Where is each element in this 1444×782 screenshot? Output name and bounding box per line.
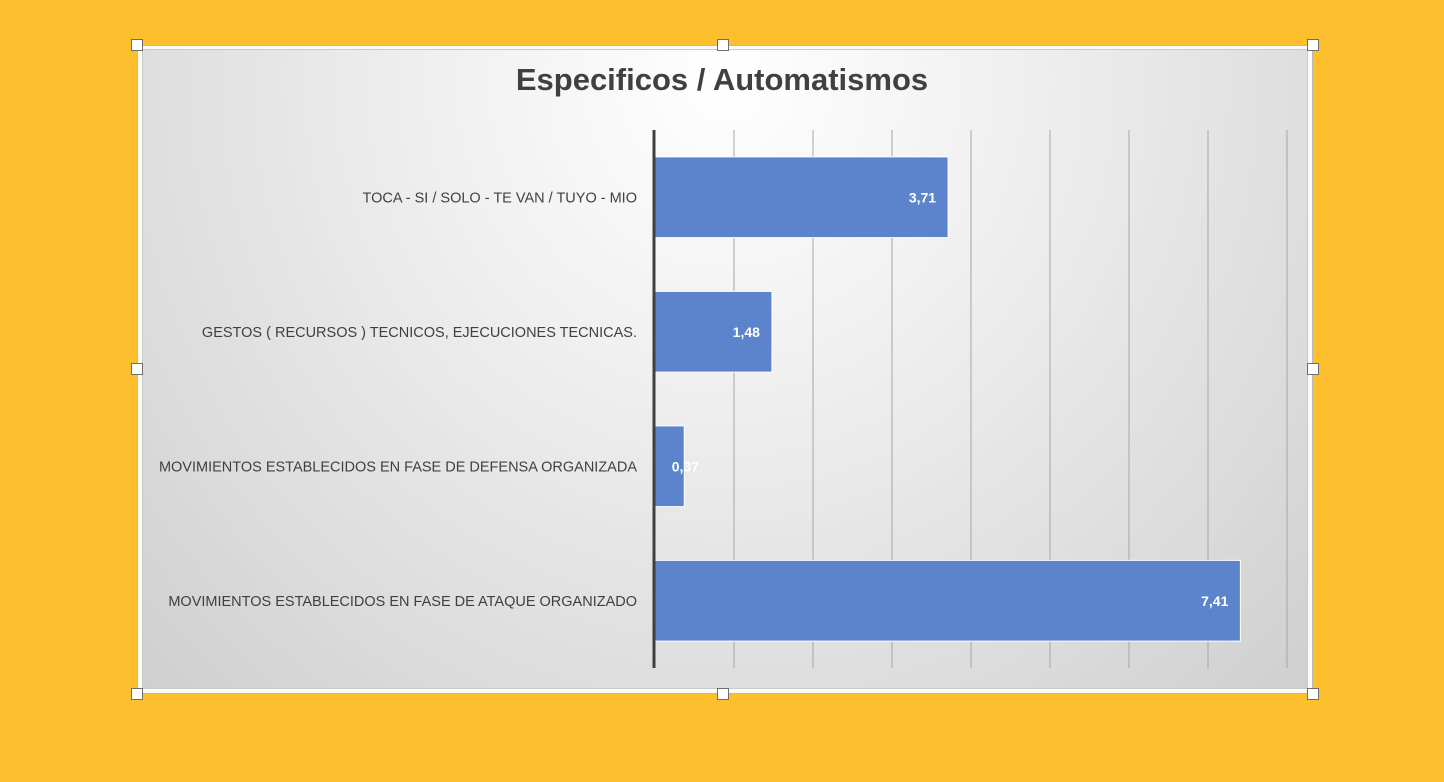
resize-handle-top-middle[interactable] (717, 39, 729, 51)
category-label: TOCA - SI / SOLO - TE VAN / TUYO - MIO (363, 190, 637, 206)
data-label: 7,41 (1201, 593, 1228, 609)
category-label: GESTOS ( RECURSOS ) TECNICOS, EJECUCIONE… (202, 325, 637, 341)
bar[interactable] (654, 156, 949, 239)
resize-handle-top-left[interactable] (131, 39, 143, 51)
chart-title[interactable]: Especificos / Automatismos (515, 62, 929, 97)
data-label: 0,37 (672, 458, 699, 474)
data-label: 3,71 (909, 189, 936, 205)
resize-handle-bottom-middle[interactable] (717, 688, 729, 700)
resize-handle-middle-right[interactable] (1307, 363, 1319, 375)
resize-handle-top-right[interactable] (1307, 39, 1319, 51)
bar[interactable] (654, 559, 1241, 642)
category-label: MOVIMIENTOS ESTABLECIDOS EN FASE DE DEFE… (159, 459, 637, 475)
resize-handle-middle-left[interactable] (131, 363, 143, 375)
bar[interactable] (654, 425, 685, 508)
data-label: 1,48 (733, 324, 760, 340)
category-label: MOVIMIENTOS ESTABLECIDOS EN FASE DE ATAQ… (168, 594, 637, 610)
resize-handle-bottom-left[interactable] (131, 688, 143, 700)
resize-handle-bottom-right[interactable] (1307, 688, 1319, 700)
